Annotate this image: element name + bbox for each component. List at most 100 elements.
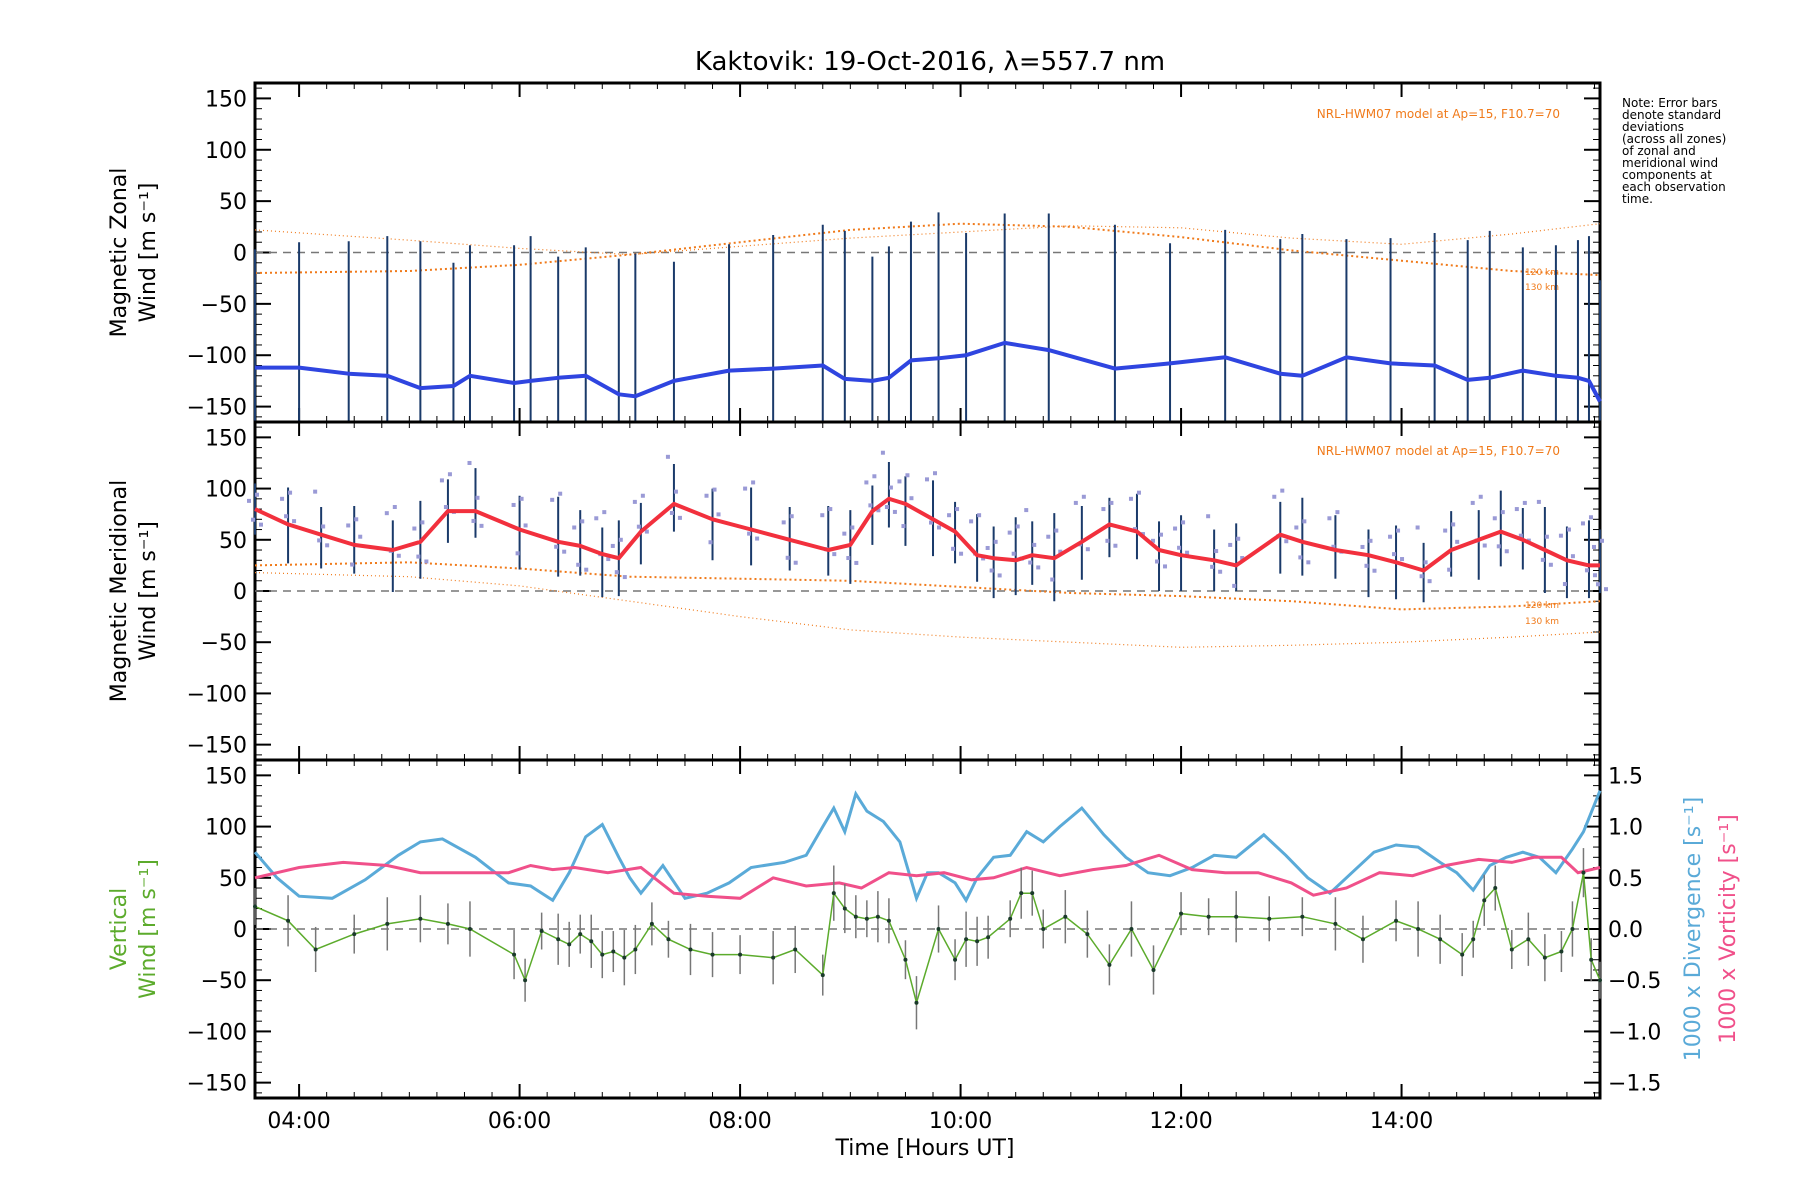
vertical-wind-point [1360, 937, 1365, 942]
zone-dot [511, 502, 516, 507]
zone-dot [1540, 557, 1545, 562]
y-tick-label: −50 [201, 293, 247, 318]
zone-dot [1423, 560, 1428, 565]
zone-dot [1032, 542, 1037, 547]
vertical-wind-point [1019, 891, 1024, 896]
zone-dot [1396, 528, 1401, 533]
y-tick-label: −100 [187, 1020, 247, 1045]
vertical-wind-line [254, 872, 1601, 1006]
zone-dot [1335, 510, 1340, 515]
zone-dot [673, 489, 678, 494]
vertical-wind-point [914, 1000, 919, 1005]
note-line: (across all zones) [1622, 132, 1726, 146]
zone-dot [1388, 534, 1393, 539]
x-tick-label: 14:00 [1370, 1109, 1433, 1134]
zone-dot [1368, 538, 1373, 543]
panel-meridional: 150 100 50 0 −50 −100 −150 Magnetic Meridional W… [107, 420, 1608, 762]
zone-dot [610, 543, 615, 548]
vertical-wind-point [1030, 891, 1035, 896]
zone-dot [523, 523, 528, 528]
zone-dot [925, 477, 930, 482]
y-tick-label: −50 [201, 969, 247, 994]
zone-dot [1360, 544, 1365, 549]
x-tick-label: 04:00 [267, 1109, 330, 1134]
zone-dot [1181, 520, 1186, 525]
zone-dot [1496, 544, 1501, 549]
zone-dot [644, 529, 649, 534]
zone-dot [969, 519, 974, 524]
zone-dot [1105, 538, 1110, 543]
y-tick-label: −150 [187, 734, 247, 759]
zone-dot [554, 544, 559, 549]
zone-dot [255, 492, 259, 497]
vorticity-line [254, 853, 1601, 900]
zone-dot [884, 505, 889, 510]
vertical-wind-point [1008, 916, 1013, 921]
zone-dot [412, 526, 417, 531]
vertical-wind-point [710, 952, 715, 957]
vertical-wind-point [853, 914, 858, 919]
zone-dot [716, 512, 721, 517]
alt-label-130-mid: 130 km [1525, 617, 1559, 627]
vertical-wind-point [831, 891, 836, 896]
vertical-wind-point [1129, 927, 1134, 931]
y2-tick-label: 1.5 [1608, 764, 1643, 789]
zone-dot [1566, 527, 1571, 532]
zone-dot [897, 479, 902, 484]
y-axis-label: Magnetic Meridional Wind [m s⁻¹] [107, 480, 161, 702]
zone-dot [868, 503, 873, 508]
zone-dot [1522, 500, 1527, 505]
zone-dot [584, 567, 589, 572]
zone-dot [1504, 549, 1509, 554]
zone-dot [1073, 500, 1078, 505]
model-series [254, 572, 1601, 648]
zone-dot [977, 513, 982, 518]
vertical-wind-point [467, 927, 472, 931]
zone-dot [1536, 499, 1541, 504]
zone-dot [1159, 532, 1164, 537]
vertical-wind-point [1460, 952, 1465, 957]
zone-dot [1447, 567, 1452, 572]
x-tick-label: 12:00 [1149, 1109, 1212, 1134]
x-tick-label: 06:00 [488, 1109, 551, 1134]
vertical-wind-point [385, 921, 390, 926]
zone-dot [1011, 551, 1016, 556]
zone-dot [558, 491, 563, 496]
meridional-wind-line [254, 496, 1600, 573]
zone-dot [1482, 543, 1487, 548]
zone-dot [1331, 544, 1336, 549]
y-axis-label-line: Wind [m s⁻¹] [136, 183, 161, 323]
zone-dot [828, 507, 833, 512]
zonal-wind-line [255, 340, 1602, 403]
y-tick-label: −150 [187, 396, 247, 421]
vertical-wind-point [649, 921, 654, 926]
note-line: meridional wind [1622, 156, 1718, 170]
zone-dot [1302, 519, 1307, 524]
y-tick-label: −150 [187, 1072, 247, 1097]
y2-axis-label-vorticity: 1000 x Vorticity [s⁻¹] [1716, 814, 1741, 1044]
zone-dot [572, 525, 577, 530]
zone-dot [1592, 544, 1596, 549]
zone-dot [1364, 563, 1369, 568]
vertical-wind-point [842, 906, 847, 911]
zone-dot [1604, 587, 1608, 592]
vertical-wind-point [1151, 967, 1156, 972]
zone-dot [712, 487, 717, 492]
zone-dot [1562, 582, 1567, 587]
zone-dot [933, 471, 938, 476]
zone-dot [1206, 514, 1211, 519]
zone-dot [1109, 500, 1114, 505]
zone-dot [1492, 516, 1497, 521]
vertical-wind-point [1542, 955, 1547, 960]
vertical-wind-point [253, 904, 257, 909]
zone-dot [1007, 530, 1012, 535]
zone-dot [475, 495, 480, 500]
zone-dot [317, 538, 322, 543]
y-tick-label: −100 [187, 682, 247, 707]
zone-dot [1558, 533, 1563, 538]
zone-dot [602, 510, 607, 515]
zone-dot [1400, 557, 1405, 562]
zone-dot [901, 524, 906, 529]
zone-dot [937, 525, 942, 530]
